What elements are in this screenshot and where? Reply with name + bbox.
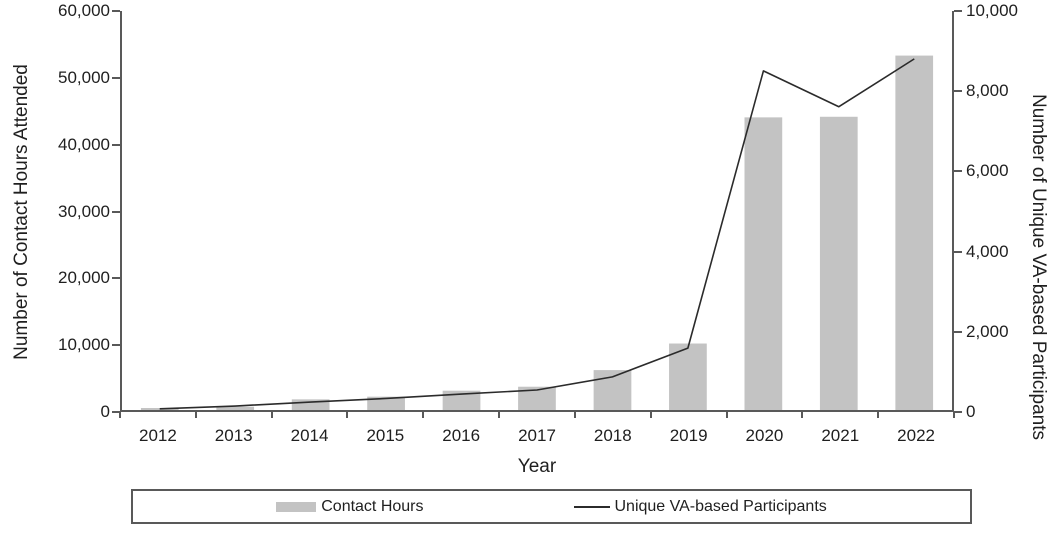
left-tick-mark — [112, 277, 120, 280]
x-tick-mark — [346, 412, 349, 418]
bar-2013 — [216, 406, 255, 410]
right-axis-tick-label: 0 — [966, 402, 976, 421]
left-axis-tick-label: 10,000 — [58, 335, 110, 355]
x-tick-mark — [953, 412, 955, 418]
left-tick-mark — [112, 210, 120, 213]
left-tick-mark — [112, 143, 120, 146]
line-swatch-icon — [573, 505, 610, 508]
bar-2022 — [895, 55, 934, 410]
left-tick-mark — [112, 344, 120, 347]
left-axis-tick-label: 60,000 — [58, 1, 110, 20]
x-axis-title: Year — [517, 456, 557, 477]
right-tick-mark — [954, 170, 962, 173]
right-tick-mark — [954, 411, 962, 413]
bar-2020 — [744, 117, 783, 410]
x-tick-mark — [725, 412, 728, 418]
left-tick-mark — [112, 411, 120, 413]
right-axis-tick-label: 6,000 — [966, 161, 1009, 181]
bar-2015 — [367, 396, 405, 410]
x-axis-tick-label: 2020 — [745, 426, 784, 445]
right-axis-tick-label: 10,000 — [966, 1, 1018, 20]
bar-2014 — [291, 399, 330, 410]
legend-label-participants: Unique VA-based Participants — [614, 497, 827, 515]
participants-line — [159, 58, 915, 410]
x-axis-tick-label: 2022 — [897, 426, 935, 445]
right-axis-tick-label: 4,000 — [966, 241, 1009, 261]
bar-2019 — [669, 343, 707, 410]
x-tick-mark — [270, 412, 273, 418]
left-tick-mark — [112, 76, 120, 79]
legend-label-contact-hours: Contact Hours — [321, 497, 424, 515]
x-tick-mark — [422, 412, 425, 418]
legend-item-participants: Unique VA-based Participants — [573, 497, 827, 516]
x-tick-mark — [194, 412, 197, 418]
x-tick-mark — [649, 412, 652, 418]
right-axis-title: Number of Unique VA-based Participants — [1028, 93, 1050, 440]
x-tick-mark — [119, 412, 121, 418]
x-axis-tick-label: 2018 — [593, 426, 632, 445]
right-tick-mark — [954, 10, 962, 12]
x-axis-tick-label: 2017 — [518, 426, 556, 445]
x-axis-tick-label: 2012 — [138, 426, 177, 445]
left-axis-tick-label: 0 — [100, 402, 110, 421]
right-axis-tick-label: 2,000 — [966, 321, 1009, 341]
left-axis-tick-label: 20,000 — [58, 268, 110, 288]
right-tick-mark — [954, 250, 962, 253]
left-axis-tick-label: 40,000 — [58, 134, 110, 154]
left-axis-tick-label: 30,000 — [58, 201, 110, 221]
x-tick-mark — [801, 412, 804, 418]
legend: Contact Hours Unique VA-based Participan… — [131, 489, 972, 524]
bar-2016 — [442, 390, 481, 410]
bar-2017 — [518, 386, 556, 410]
x-axis-tick-label: 2015 — [366, 426, 405, 445]
right-axis-title-wrap: Number of Unique VA-based Participants — [1020, 0, 1056, 533]
x-axis-tick-label: 2014 — [290, 426, 329, 445]
x-tick-mark — [498, 412, 501, 418]
plot-area — [120, 11, 954, 412]
right-tick-mark — [954, 330, 962, 333]
x-tick-mark — [573, 412, 576, 418]
left-tick-mark — [112, 10, 120, 12]
legend-item-contact-hours: Contact Hours — [276, 497, 424, 516]
left-axis-tick-label: 50,000 — [58, 67, 110, 87]
x-axis-tick-label: 2019 — [669, 426, 708, 445]
x-axis-tick-label: 2013 — [214, 426, 253, 445]
x-tick-mark — [877, 412, 880, 418]
bar-2021 — [819, 116, 858, 410]
right-tick-mark — [954, 90, 962, 93]
x-axis-tick-label: 2021 — [821, 426, 860, 445]
chart-plot — [140, 55, 934, 410]
right-axis-tick-label: 8,000 — [966, 81, 1009, 101]
bar-swatch-icon — [276, 501, 317, 512]
x-axis-tick-label: 2016 — [442, 426, 481, 445]
